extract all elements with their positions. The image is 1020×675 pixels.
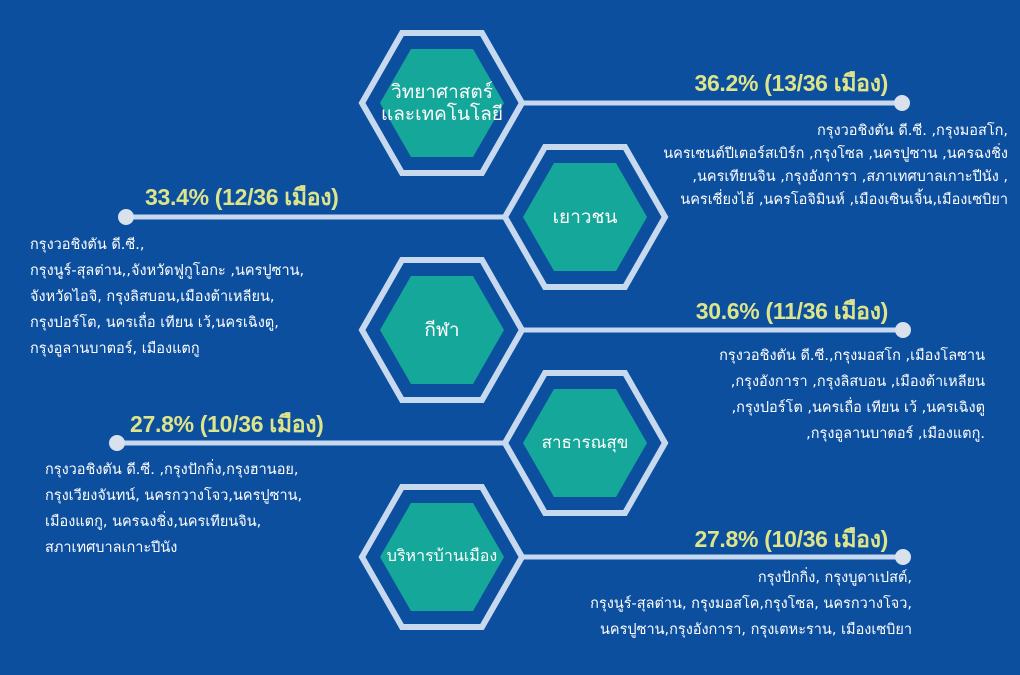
city-line: สภาเทศบาลเกาะปีนัง	[45, 540, 178, 556]
hex-label-public-health: สาธารณสุข	[541, 433, 629, 453]
hex-label-governance: บริหารบ้านเมือง	[386, 546, 498, 565]
city-line: ,นครเทียนจิน ,กรุงอังการา ,สภาเทศบาลเกาะ…	[692, 169, 1008, 185]
city-line: เมืองแตกู, นครฉงชิ่ง,นครเทียนจิน,	[45, 514, 262, 530]
hex-fill-youth	[523, 163, 647, 271]
city-line: จังหวัดไอจิ, กรุงลิสบอน,เมืองต้าเหลียน,	[30, 289, 275, 305]
city-line: กรุงนูร์-สุลต่าน,,จังหวัดฟูกูโอกะ ,นครปู…	[30, 263, 305, 279]
cities-sports: กรุงวอชิงตัน ดี.ซี.,กรุงมอสโก ,เมืองโลซา…	[719, 343, 985, 447]
percent-governance: 27.8% (10/36 เมือง)	[694, 526, 888, 552]
city-line: กรุงวอชิงตัน ดี.ซี. ,กรุงมอสโก,	[817, 123, 1008, 139]
city-line: กรุงวอชิงตัน ดี.ซี.,กรุงมอสโก ,เมืองโลซา…	[719, 348, 985, 364]
city-line: กรุงเวียงจันทน์, นครกวางโจว,นครปูซาน,	[45, 488, 303, 504]
hex-fill-science	[380, 49, 504, 157]
connector-dot-2	[118, 209, 134, 225]
city-line: กรุงวอชิงตัน ดี.ซี.,	[30, 237, 145, 253]
cities-youth: กรุงวอชิงตัน ดี.ซี., กรุงนูร์-สุลต่าน,,จ…	[30, 232, 304, 362]
city-line: ,กรุงอังการา ,กรุงลิสบอน ,เมืองต้าเหลียน	[730, 374, 985, 390]
city-line: กรุงปักกิ่ง, กรุงบูดาเปสต์,	[757, 570, 912, 586]
connector-dot-3	[895, 322, 911, 338]
hex-fill-public-health	[523, 389, 647, 497]
city-line: นครเซนต์ปีเตอร์สเบิร์ก ,กรุงโซล ,นครปูซา…	[663, 146, 1008, 162]
city-line: ,กรุงอูลานบาตอร์ ,เมืองแตกู.	[806, 426, 985, 442]
percent-sports: 30.6% (11/36 เมือง)	[695, 298, 889, 324]
city-line: นครเซี่ยงไฮ้ ,นครโอจิมินห์ ,เมืองเซินเจิ…	[680, 192, 1008, 208]
hex-fill-sports	[380, 276, 504, 384]
hex-fill-governance	[380, 503, 504, 611]
city-line: กรุงอูลานบาตอร์, เมืองแตกู	[30, 341, 200, 357]
percent-youth: 33.4% (12/36 เมือง)	[145, 184, 339, 210]
connector-dot-5	[895, 549, 911, 565]
cities-science: กรุงวอชิงตัน ดี.ซี. ,กรุงมอสโก, นครเซนต์…	[663, 120, 1008, 212]
city-line: นครปูซาน,กรุงอังการา, กรุงเตหะราน, เมือง…	[600, 622, 912, 638]
connector-dot-4	[109, 435, 125, 451]
percent-public-health: 27.8% (10/36 เมือง)	[130, 411, 324, 437]
cities-governance: กรุงปักกิ่ง, กรุงบูดาเปสต์, กรุงนูร์-สุล…	[590, 565, 912, 643]
hex-label-science: วิทยาศาสตร์ และเทคโนโลยี	[381, 81, 503, 125]
percent-science: 36.2% (13/36 เมือง)	[694, 70, 888, 96]
city-line: ,กรุงปอร์โต ,นครเถื่อ เทียน เว้ ,นครเฉิง…	[731, 400, 985, 416]
city-line: กรุงปอร์โต, นครเถื่อ เทียน เว้,นครเฉิงตู…	[30, 315, 279, 331]
cities-public-health: กรุงวอชิงตัน ดี.ซี. ,กรุงปักกิ่ง,กรุงฮาน…	[45, 457, 302, 561]
city-line: กรุงนูร์-สุลต่าน, กรุงมอสโค,กรุงโซล, นคร…	[590, 596, 912, 612]
city-line: กรุงวอชิงตัน ดี.ซี. ,กรุงปักกิ่ง,กรุงฮาน…	[45, 462, 299, 478]
hex-label-youth: เยาวชน	[552, 206, 618, 228]
hex-label-sports: กีฬา	[424, 319, 460, 341]
connector-dot-1	[894, 95, 910, 111]
